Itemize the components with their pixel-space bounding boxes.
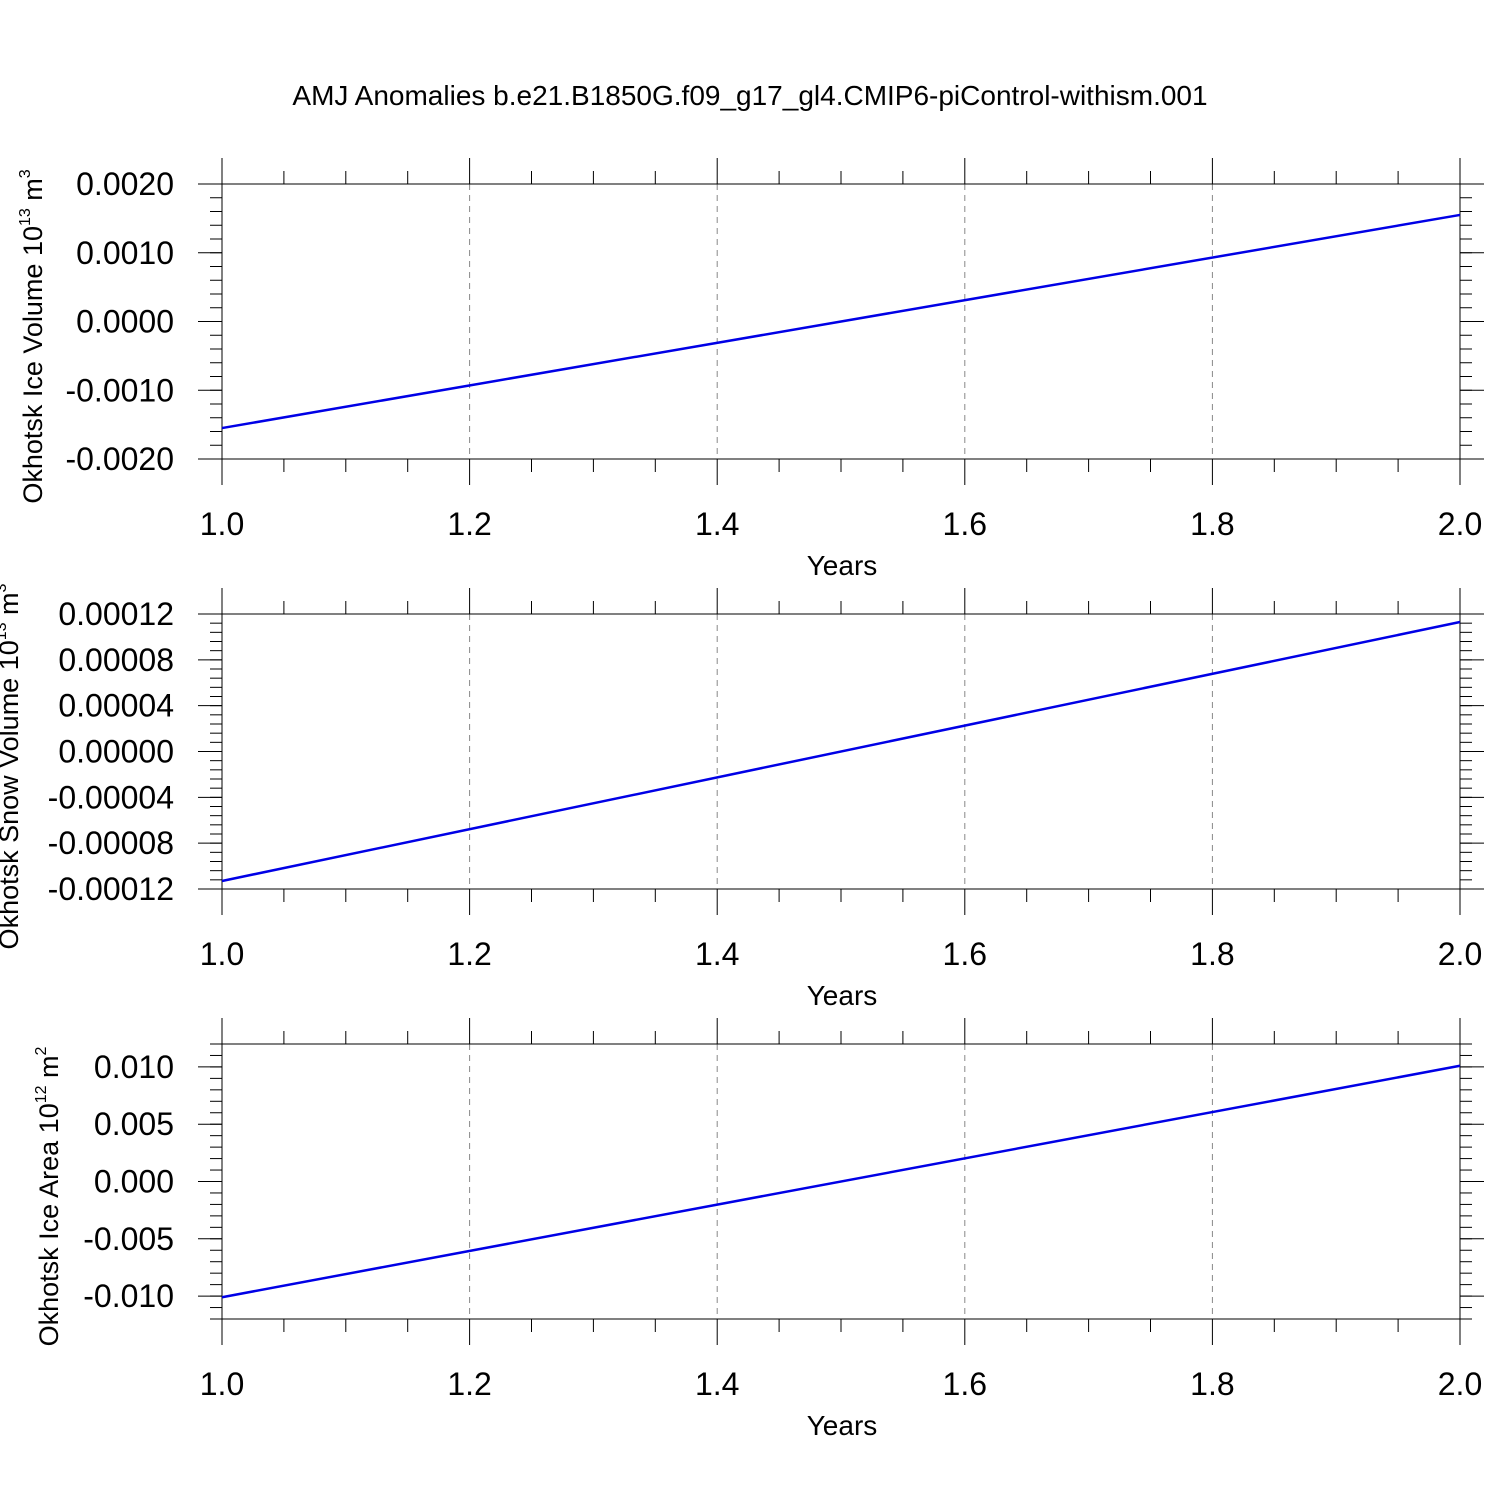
y-tick-label: 0.00012 <box>58 596 174 632</box>
x-tick-label: 1.6 <box>943 1366 987 1402</box>
panel-1: 1.0 1.2 1.4 1.6 1.8 2.0 -0.0020 -0.0010 0.0000 0.… <box>17 158 1484 581</box>
y-tick-label: 0.0020 <box>76 166 174 202</box>
y-tick-label: -0.00008 <box>48 825 174 861</box>
x-tick-label: 1.2 <box>447 1366 491 1402</box>
x-tick-label: 1.8 <box>1190 936 1234 972</box>
x-axis-label: Years <box>807 980 878 1011</box>
x-tick-label: 1.4 <box>695 506 739 542</box>
series-line <box>221 1064 1461 1299</box>
y-tick-label: -0.005 <box>83 1221 174 1257</box>
y-tick-label: 0.00008 <box>58 642 174 678</box>
y-tick-label: 0.005 <box>94 1106 174 1142</box>
y-tick-label: -0.00012 <box>48 871 174 907</box>
y-tick-label: -0.0020 <box>65 441 174 477</box>
x-axis-label: Years <box>807 550 878 581</box>
x-tick-label: 1.6 <box>943 936 987 972</box>
y-tick-label: -0.00004 <box>48 779 174 815</box>
y-tick-label: -0.0010 <box>65 372 174 408</box>
x-tick-label: 2.0 <box>1438 936 1482 972</box>
x-tick-label: 1.0 <box>200 936 244 972</box>
y-axis-label: Okhotsk Ice Volume 1013 m3 <box>17 169 48 503</box>
panel-3: 1.0 1.2 1.4 1.6 1.8 2.0 -0.010 -0.005 0.000 0.005… <box>33 1018 1484 1441</box>
x-tick-label: 2.0 <box>1438 1366 1482 1402</box>
series-line <box>221 620 1461 883</box>
x-tick-label: 1.2 <box>447 506 491 542</box>
y-tick-label: 0.0000 <box>76 304 174 340</box>
y-tick-label: 0.00004 <box>58 688 174 724</box>
series-line <box>221 213 1461 430</box>
x-tick-label: 1.6 <box>943 506 987 542</box>
x-axis-label: Years <box>807 1410 878 1441</box>
y-axis-label: Okhotsk Snow Volume 1013 m3 <box>0 583 24 949</box>
x-tick-label: 2.0 <box>1438 506 1482 542</box>
x-tick-label: 1.4 <box>695 1366 739 1402</box>
x-tick-label: 1.8 <box>1190 1366 1234 1402</box>
x-tick-label: 1.2 <box>447 936 491 972</box>
x-tick-label: 1.8 <box>1190 506 1234 542</box>
y-tick-label: 0.00000 <box>58 734 174 770</box>
y-tick-label: 0.0010 <box>76 235 174 271</box>
y-tick-label: -0.010 <box>83 1278 174 1314</box>
x-tick-label: 1.0 <box>200 1366 244 1402</box>
panel-2: 1.0 1.2 1.4 1.6 1.8 2.0 -0.00012 -0.00008 -0.000… <box>0 583 1484 1011</box>
y-tick-label: 0.010 <box>94 1049 174 1085</box>
chart-title: AMJ Anomalies b.e21.B1850G.f09_g17_gl4.C… <box>292 80 1208 111</box>
y-axis-label: Okhotsk Ice Area 1012 m2 <box>33 1046 64 1346</box>
y-tick-label: 0.000 <box>94 1164 174 1200</box>
x-tick-label: 1.0 <box>200 506 244 542</box>
x-tick-label: 1.4 <box>695 936 739 972</box>
